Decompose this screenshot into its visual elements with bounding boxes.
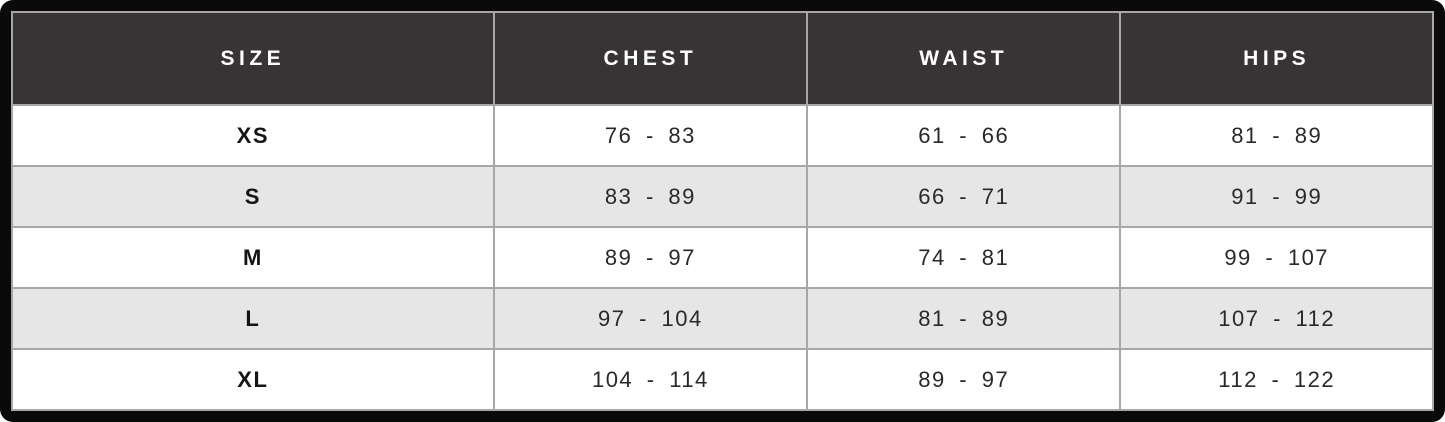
waist-cell: 74 - 81 <box>806 226 1122 289</box>
waist-cell: 61 - 66 <box>806 104 1122 167</box>
header-cell-chest: CHEST <box>492 11 809 106</box>
chest-cell: 83 - 89 <box>492 165 809 228</box>
waist-cell: 89 - 97 <box>806 348 1122 411</box>
header-row: SIZE CHEST WAIST HIPS <box>11 11 1434 106</box>
size-cell: S <box>11 165 495 228</box>
chest-cell: 97 - 104 <box>492 287 809 350</box>
header-cell-waist: WAIST <box>806 11 1122 106</box>
size-cell: XS <box>11 104 495 167</box>
size-cell: M <box>11 226 495 289</box>
hips-cell: 81 - 89 <box>1119 104 1434 167</box>
size-cell: L <box>11 287 495 350</box>
table-row-xs: XS 76 - 83 61 - 66 81 - 89 <box>11 104 1434 167</box>
hips-cell: 99 - 107 <box>1119 226 1434 289</box>
size-chart-table: SIZE CHEST WAIST HIPS XS 76 - 83 61 - 66… <box>11 11 1434 411</box>
table-row-m: M 89 - 97 74 - 81 99 - 107 <box>11 226 1434 289</box>
table-body: XS 76 - 83 61 - 66 81 - 89 S 83 - 89 66 … <box>11 104 1434 411</box>
table-header: SIZE CHEST WAIST HIPS <box>11 11 1434 106</box>
table-row-s: S 83 - 89 66 - 71 91 - 99 <box>11 165 1434 228</box>
header-cell-size: SIZE <box>11 11 495 106</box>
chest-cell: 89 - 97 <box>492 226 809 289</box>
size-cell: XL <box>11 348 495 411</box>
header-cell-hips: HIPS <box>1119 11 1434 106</box>
hips-cell: 112 - 122 <box>1119 348 1434 411</box>
waist-cell: 66 - 71 <box>806 165 1122 228</box>
table-row-xl: XL 104 - 114 89 - 97 112 - 122 <box>11 348 1434 411</box>
chest-cell: 76 - 83 <box>492 104 809 167</box>
hips-cell: 91 - 99 <box>1119 165 1434 228</box>
table-row-l: L 97 - 104 81 - 89 107 - 112 <box>11 287 1434 350</box>
hips-cell: 107 - 112 <box>1119 287 1434 350</box>
chest-cell: 104 - 114 <box>492 348 809 411</box>
waist-cell: 81 - 89 <box>806 287 1122 350</box>
